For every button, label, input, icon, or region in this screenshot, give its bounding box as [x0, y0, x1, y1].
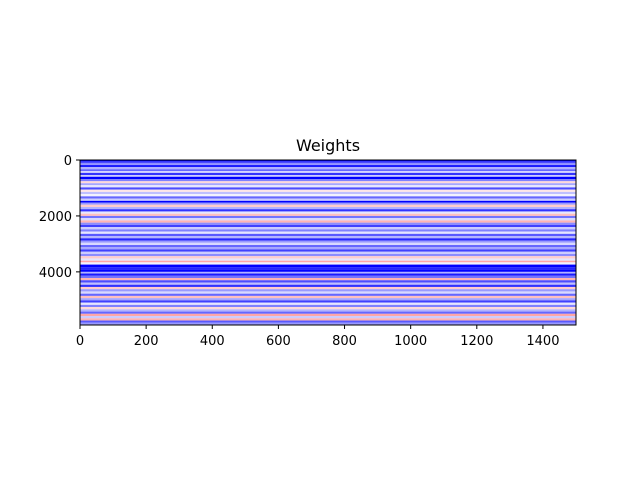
heatmap-band-58 [80, 284, 576, 287]
heatmap-band-60 [80, 289, 576, 292]
heatmap-band-5 [80, 169, 576, 172]
heatmap-band-13 [80, 185, 576, 188]
heatmap-bands [80, 160, 576, 325]
heatmap-band-59 [80, 286, 576, 290]
chart-title: Weights [296, 136, 360, 155]
heatmap-band-3 [80, 165, 576, 167]
heatmap-band-19 [80, 198, 576, 201]
heatmap-band-56 [80, 280, 576, 283]
x-tick-label: 600 [266, 334, 291, 349]
x-tick-label: 1400 [526, 334, 559, 349]
heatmap-band-40 [80, 245, 576, 248]
heatmap-band-73 [80, 318, 576, 321]
plot-frame [79, 159, 577, 326]
heatmap-band-50 [80, 267, 576, 270]
x-axis: 0 200 400 600 800 1000 1200 1400 [76, 325, 559, 349]
heatmap-band-68 [80, 307, 576, 310]
heatmap-band-48 [80, 262, 576, 265]
x-tick-label: 1000 [394, 334, 427, 349]
heatmap-band-47 [80, 260, 576, 263]
heatmap-band-53 [80, 273, 576, 276]
heatmap-band-62 [80, 293, 576, 296]
heatmap-band-30 [80, 222, 576, 225]
heatmap-band-64 [80, 298, 576, 301]
heatmap-band-41 [80, 247, 576, 250]
heatmap-band-61 [80, 291, 576, 294]
heatmap-band-16 [80, 191, 576, 195]
heatmap-band-43 [80, 251, 576, 254]
heatmap-band-20 [80, 200, 576, 203]
heatmap-band-75 [80, 322, 576, 325]
heatmap-band-18 [80, 196, 576, 199]
heatmap-band-55 [80, 278, 576, 281]
heatmap-band-69 [80, 309, 576, 312]
heatmap-band-66 [80, 302, 576, 305]
heatmap-band-63 [80, 295, 576, 299]
heatmap-band-26 [80, 213, 576, 216]
heatmap-band-46 [80, 258, 576, 261]
heatmap-band-67 [80, 304, 576, 308]
heatmap-band-2 [80, 163, 576, 166]
heatmap-band-7 [80, 172, 576, 176]
heatmap-band-70 [80, 311, 576, 314]
heatmap-band-22 [80, 204, 576, 207]
heatmap-band-12 [80, 183, 576, 186]
heatmap-band-10 [80, 179, 576, 182]
heatmap-band-27 [80, 215, 576, 219]
heatmap-band-39 [80, 242, 576, 246]
heatmap-band-11 [80, 181, 576, 184]
x-tick-label: 200 [134, 334, 159, 349]
heatmap-band-21 [80, 202, 576, 205]
heatmap-band-29 [80, 220, 576, 223]
heatmap-band-17 [80, 194, 576, 197]
heatmap-band-71 [80, 313, 576, 317]
heatmap-band-44 [80, 253, 576, 257]
heatmap-band-57 [80, 282, 576, 285]
x-tick-label: 400 [200, 334, 225, 349]
heatmap-band-42 [80, 249, 576, 252]
heatmap-band-23 [80, 206, 576, 210]
heatmap-band-6 [80, 171, 576, 173]
heatmap-band-0 [80, 160, 576, 162]
heatmap-band-52 [80, 271, 576, 274]
heatmap-band-9 [80, 176, 576, 180]
x-tick-label: 0 [76, 334, 84, 349]
heatmap-band-24 [80, 209, 576, 212]
heatmap-band-1 [80, 161, 576, 164]
heatmap-band-37 [80, 238, 576, 241]
y-tick-label: 4000 [39, 266, 72, 281]
heatmap-band-51 [80, 269, 576, 272]
y-tick-label: 2000 [39, 210, 72, 225]
heatmap-band-49 [80, 264, 576, 268]
y-tick-label: 0 [64, 154, 72, 169]
heatmap-band-74 [80, 320, 576, 323]
heatmap-band-38 [80, 240, 576, 243]
heatmap-band-15 [80, 189, 576, 192]
heatmap-band-4 [80, 166, 576, 170]
heatmap-band-8 [80, 175, 576, 177]
x-tick-label: 1200 [460, 334, 493, 349]
heatmap-band-33 [80, 229, 576, 232]
heatmap-band-45 [80, 256, 576, 259]
heatmap-band-28 [80, 218, 576, 221]
heatmap-band-25 [80, 211, 576, 214]
heatmap-band-34 [80, 231, 576, 234]
heatmap-band-54 [80, 275, 576, 279]
heatmap-band-36 [80, 236, 576, 239]
heatmap-band-65 [80, 300, 576, 303]
heatmap-band-14 [80, 187, 576, 190]
heatmap-band-72 [80, 316, 576, 319]
heatmap-band-35 [80, 233, 576, 237]
x-tick-label: 800 [332, 334, 357, 349]
heatmap-band-31 [80, 224, 576, 228]
y-axis: 0 2000 4000 [39, 154, 80, 281]
heatmap-band-32 [80, 227, 576, 230]
